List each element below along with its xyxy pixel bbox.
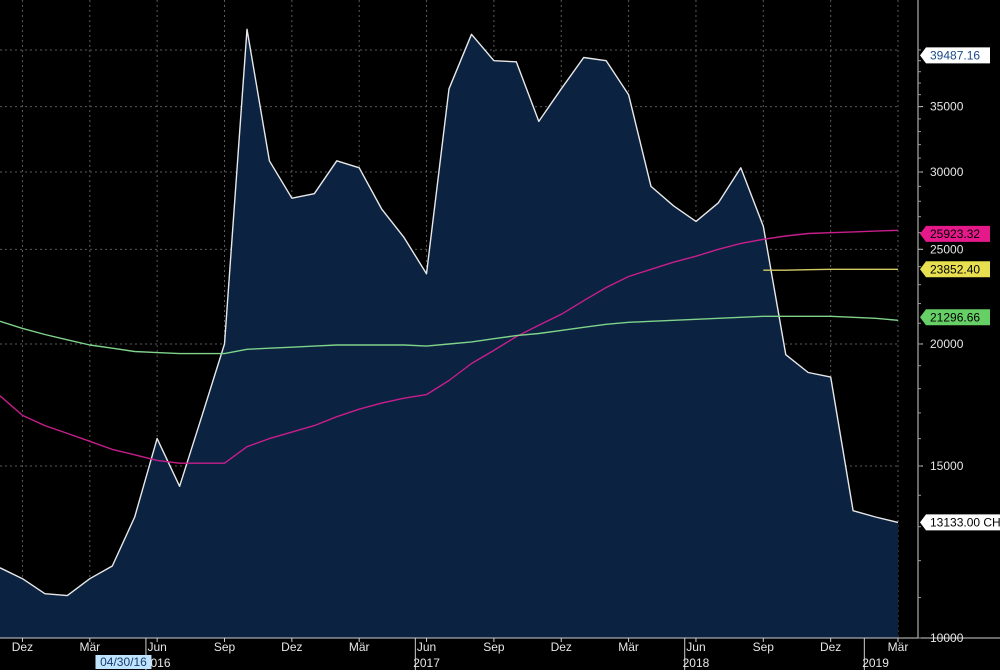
x-tick-label: Dez [820, 640, 841, 654]
x-tick-label: Sep [483, 640, 505, 654]
y-tick-label: 25000 [930, 242, 964, 256]
last-value-label-4: 13133.00 CHF [930, 515, 1000, 529]
x-tick-label: Dez [281, 640, 302, 654]
y-tick-label: 10000 [930, 631, 964, 645]
year-label: 2018 [683, 656, 710, 670]
series-line-1 [0, 229, 899, 464]
last-value-badge-3 [920, 309, 990, 326]
cursor-date-badge [95, 655, 152, 669]
x-tick-label: Sep [753, 640, 775, 654]
cursor-date-label: 04/30/16 [100, 655, 147, 669]
line-layer [0, 28, 899, 597]
x-tick-label: Mär [349, 640, 370, 654]
last-value-badge-0 [920, 47, 990, 64]
x-tick-label: Mär [888, 640, 909, 654]
series-line-2 [0, 315, 899, 355]
y-tick-label: 35000 [930, 100, 964, 114]
y-tick-label: 15000 [930, 459, 964, 473]
x-tick-label: Dez [551, 640, 572, 654]
last-value-badge-2 [920, 261, 990, 278]
x-tick-label: Jun [147, 640, 166, 654]
x-tick-label: Mär [618, 640, 639, 654]
year-label: 2019 [862, 656, 889, 670]
last-value-badge-1 [920, 225, 990, 242]
x-tick-label: Dez [12, 640, 33, 654]
series-line-3 [763, 268, 898, 271]
x-tick-label: Sep [214, 640, 236, 654]
series-area-0 [0, 29, 898, 639]
last-value-badge-4 [920, 514, 1000, 531]
label-layer: 04/30/16 39487.16 25923.32 23852.40 21296.66… [95, 47, 1000, 669]
x-tick-label: Jun [686, 640, 705, 654]
y-tick-label: 30000 [930, 165, 964, 179]
y-tick-label: 20000 [930, 337, 964, 351]
series-line-0 [0, 28, 899, 597]
last-value-label-1: 25923.32 [930, 227, 980, 241]
last-value-label-0: 39487.16 [930, 48, 980, 62]
x-tick-label: Mär [79, 640, 100, 654]
last-value-label-3: 21296.66 [930, 310, 980, 324]
area-layer [0, 29, 898, 639]
last-value-label-2: 23852.40 [930, 262, 980, 276]
x-tick-label: Jun [417, 640, 436, 654]
year-label: 2017 [413, 656, 440, 670]
